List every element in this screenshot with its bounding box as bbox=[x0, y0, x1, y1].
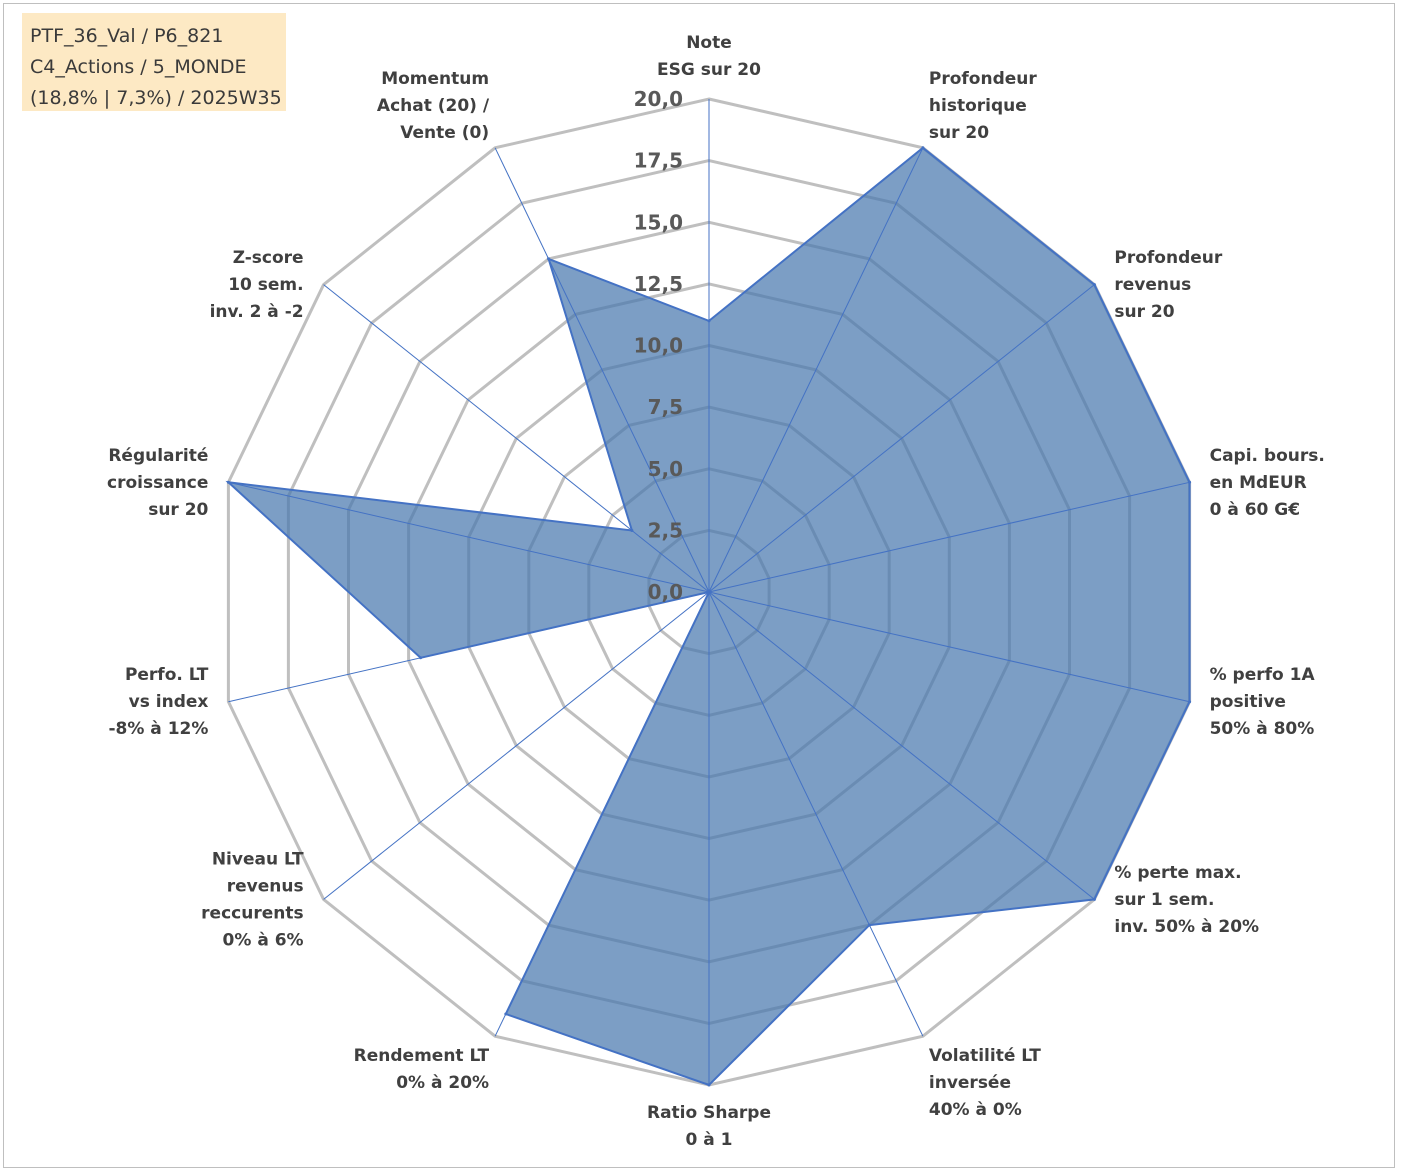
axis-label-0: Note ESG sur 20 bbox=[657, 33, 761, 80]
axis-label-4-line-0: % perfo 1A bbox=[1210, 665, 1316, 685]
chart-frame bbox=[3, 3, 1395, 1168]
tick-label-0: 0,0 bbox=[648, 580, 683, 604]
tick-label-1: 2,5 bbox=[648, 518, 683, 542]
axis-label-7-line-0: Ratio Sharpe bbox=[647, 1103, 771, 1123]
tick-label-7: 17,5 bbox=[634, 149, 683, 173]
info-line-period: (18,8% | 7,3%) / 2025W35 bbox=[30, 87, 282, 109]
axis-label-5-line-1: sur 1 sem. bbox=[1114, 890, 1214, 910]
axis-label-3-line-0: Capi. bours. bbox=[1210, 446, 1325, 466]
spoke-11 bbox=[228, 481, 710, 593]
portfolio-info-box: PTF_36_Val / P6_821 C4_Actions / 5_MONDE… bbox=[22, 13, 286, 111]
axis-label-5: % perte max. sur 1 sem. inv. 50% à 20% bbox=[1114, 863, 1259, 937]
axis-label-8-line-0: Rendement LT bbox=[354, 1046, 490, 1066]
spoke-12 bbox=[323, 284, 710, 593]
axis-label-12: Z-score 10 sem. inv. 2 à -2 bbox=[210, 248, 304, 322]
axis-label-9-line-2: reccurents bbox=[201, 903, 303, 923]
axis-label-9-line-1: revenus bbox=[227, 876, 304, 896]
axis-label-7-line-1: 0 à 1 bbox=[686, 1130, 733, 1150]
axis-label-8: Rendement LT 0% à 20% bbox=[354, 1046, 490, 1093]
axis-label-6-line-1: inversée bbox=[929, 1073, 1011, 1093]
axis-label-6: Volatilité LT inversée 40% à 0% bbox=[929, 1046, 1041, 1120]
axis-label-3-line-1: en MdEUR bbox=[1210, 473, 1307, 493]
axis-label-8-line-1: 0% à 20% bbox=[396, 1073, 489, 1093]
tick-label-2: 5,0 bbox=[648, 457, 683, 481]
axis-label-6-line-2: 40% à 0% bbox=[929, 1100, 1022, 1120]
axis-label-3-line-2: 0 à 60 G€ bbox=[1210, 500, 1301, 520]
axis-label-5-line-2: inv. 50% à 20% bbox=[1114, 917, 1259, 937]
tick-label-4: 10,0 bbox=[634, 334, 683, 358]
tick-label-6: 15,0 bbox=[634, 210, 683, 234]
axis-label-13-line-1: Achat (20) / bbox=[377, 96, 490, 116]
axis-label-0-line-0: Note bbox=[686, 33, 732, 53]
axis-label-9-line-3: 0% à 6% bbox=[223, 930, 304, 950]
spoke-8 bbox=[494, 591, 710, 1037]
axis-label-10: Perfo. LT vs index -8% à 12% bbox=[108, 665, 208, 739]
axis-label-10-line-0: Perfo. LT bbox=[125, 665, 209, 685]
axis-label-3: Capi. bours. en MdEUR 0 à 60 G€ bbox=[1210, 446, 1325, 520]
axis-label-11-line-2: sur 20 bbox=[148, 500, 208, 520]
axis-label-13: Momentum Achat (20) / Vente (0) bbox=[377, 69, 490, 143]
axis-label-10-line-1: vs index bbox=[129, 692, 209, 712]
spoke-13 bbox=[494, 147, 710, 593]
axis-label-1-line-0: Profondeur bbox=[929, 69, 1038, 89]
axis-label-2: Profondeur revenus sur 20 bbox=[1114, 248, 1223, 322]
info-line-category: C4_Actions / 5_MONDE bbox=[30, 56, 247, 78]
axis-label-2-line-0: Profondeur bbox=[1114, 248, 1223, 268]
spoke-6 bbox=[708, 591, 924, 1037]
spoke-lines bbox=[228, 99, 1190, 1085]
tick-labels: 0,0 2,5 5,0 7,5 10,0 12,5 15,0 17,5 20,0 bbox=[634, 87, 683, 604]
axis-label-4: % perfo 1A positive 50% à 80% bbox=[1210, 665, 1316, 739]
axis-label-10-line-2: -8% à 12% bbox=[108, 719, 208, 739]
axis-label-1-line-2: sur 20 bbox=[929, 123, 989, 143]
axis-labels: Note ESG sur 20 Profondeur historique sur 20… bbox=[107, 33, 1325, 1150]
tick-label-8: 20,0 bbox=[634, 87, 683, 111]
axis-label-6-line-0: Volatilité LT bbox=[929, 1046, 1041, 1066]
axis-label-9: Niveau LT revenus reccurents 0% à 6% bbox=[201, 849, 304, 950]
axis-label-0-line-1: ESG sur 20 bbox=[657, 60, 761, 80]
axis-label-4-line-2: 50% à 80% bbox=[1210, 719, 1315, 739]
axis-label-2-line-1: revenus bbox=[1114, 275, 1191, 295]
spoke-3 bbox=[708, 481, 1190, 593]
axis-label-12-line-0: Z-score bbox=[233, 248, 304, 268]
axis-label-1-line-1: historique bbox=[929, 96, 1027, 116]
axis-label-7: Ratio Sharpe 0 à 1 bbox=[647, 1103, 771, 1150]
info-line-portfolio: PTF_36_Val / P6_821 bbox=[30, 25, 224, 47]
axis-label-11-line-0: Régularité bbox=[108, 446, 208, 466]
spoke-2 bbox=[708, 284, 1095, 593]
axis-label-2-line-2: sur 20 bbox=[1114, 302, 1174, 322]
axis-label-12-line-1: 10 sem. bbox=[228, 275, 303, 295]
spoke-10 bbox=[228, 591, 710, 703]
spoke-5 bbox=[708, 591, 1095, 900]
axis-label-9-line-0: Niveau LT bbox=[212, 849, 304, 869]
axis-label-11-line-1: croissance bbox=[107, 473, 208, 493]
tick-label-5: 12,5 bbox=[634, 272, 683, 296]
axis-label-11: Régularité croissance sur 20 bbox=[107, 446, 209, 520]
axis-label-13-line-0: Momentum bbox=[381, 69, 489, 89]
spoke-1 bbox=[708, 147, 924, 593]
axis-label-13-line-2: Vente (0) bbox=[400, 123, 489, 143]
axis-label-4-line-1: positive bbox=[1210, 692, 1286, 712]
axis-label-5-line-0: % perte max. bbox=[1114, 863, 1241, 883]
spoke-4 bbox=[708, 591, 1190, 703]
axis-label-1: Profondeur historique sur 20 bbox=[929, 69, 1038, 143]
axis-label-12-line-2: inv. 2 à -2 bbox=[210, 302, 304, 322]
spoke-9 bbox=[323, 591, 710, 900]
tick-label-3: 7,5 bbox=[648, 395, 683, 419]
